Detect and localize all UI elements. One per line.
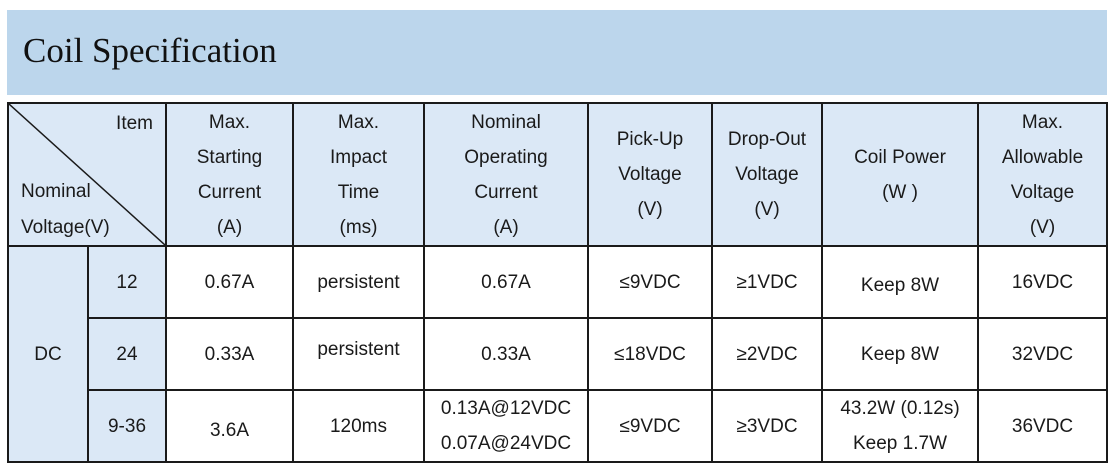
operating-current-line: 0.07A@24VDC — [440, 433, 572, 454]
row-pickup-voltage: ≤9VDC — [587, 389, 713, 463]
row-nominal-voltage: 9-36 — [87, 389, 167, 463]
table-row: 24 0.33A persistent 0.33A ≤18VDC ≥2VDC K… — [8, 317, 1108, 391]
row-starting-current: 3.6A — [165, 389, 294, 463]
coil-spec-table: Item Nominal Voltage(V) Max. Starting Cu… — [7, 102, 1108, 463]
header-nominal-operating-current: Nominal Operating Current (A) — [423, 102, 589, 247]
header-line: Current — [197, 181, 262, 203]
row-nominal-voltage: 12 — [87, 245, 167, 319]
header-line: Operating — [464, 146, 548, 168]
table-row: 9-36 3.6A 120ms 0.13A@12VDC 0.07A@24VDC … — [8, 389, 1108, 463]
header-line: Starting — [196, 146, 263, 168]
row-impact-time: 120ms — [292, 389, 425, 463]
header-line: Nominal — [471, 111, 541, 133]
row-pickup-voltage: ≤18VDC — [587, 317, 713, 391]
header-line: (ms) — [339, 216, 378, 238]
row-operating-current: 0.13A@12VDC 0.07A@24VDC — [423, 389, 589, 463]
page-title: Coil Specification — [23, 30, 277, 70]
header-line: Pick-Up — [616, 129, 684, 150]
coil-power-line: Keep 1.7W — [853, 433, 947, 454]
header-coil-power: Coil Power (W ) — [821, 102, 979, 247]
header-line: (V) — [637, 199, 663, 220]
row-operating-current: 0.33A — [423, 317, 589, 391]
row-impact-time: persistent — [292, 317, 425, 391]
header-corner: Item Nominal Voltage(V) — [7, 102, 167, 247]
corner-nominal-label: Nominal — [21, 181, 91, 202]
coil-power-line: 43.2W (0.12s) — [840, 398, 960, 419]
row-dropout-voltage: ≥2VDC — [711, 317, 823, 391]
table-row: DC 12 0.67A persistent 0.67A ≤9VDC ≥1VDC… — [7, 245, 1108, 463]
row-starting-current: 0.33A — [165, 317, 294, 391]
title-bar: Coil Specification — [7, 10, 1107, 95]
row-coil-power: Keep 8W — [821, 245, 979, 319]
corner-voltage-label: Voltage(V) — [21, 217, 110, 238]
header-line: (A) — [493, 216, 519, 238]
header-line: Coil Power — [854, 146, 946, 168]
row-starting-current: 0.67A — [165, 245, 294, 319]
row-dropout-voltage: ≥1VDC — [711, 245, 823, 319]
header-line: Current — [474, 181, 538, 203]
row-max-allowable: 16VDC — [977, 245, 1108, 319]
header-line: Max. — [337, 111, 380, 133]
header-line: Allowable — [1001, 146, 1084, 168]
row-nominal-voltage: 24 — [87, 317, 167, 391]
corner-item-label: Item — [116, 113, 153, 134]
header-line: Impact — [329, 146, 388, 168]
header-line: (A) — [216, 216, 243, 238]
diagonal-divider — [9, 104, 165, 245]
header-line: Time — [337, 181, 380, 203]
header-line: Voltage — [618, 164, 682, 185]
header-line: Drop-Out — [727, 129, 807, 150]
row-pickup-voltage: ≤9VDC — [587, 245, 713, 319]
group-label-dc: DC — [7, 245, 89, 463]
header-dropout-voltage: Drop-Out Voltage (V) — [711, 102, 823, 247]
operating-current-line: 0.13A@12VDC — [440, 398, 572, 419]
header-row: Item Nominal Voltage(V) Max. Starting Cu… — [7, 102, 1108, 247]
row-max-allowable: 32VDC — [977, 317, 1108, 391]
row-operating-current: 0.67A — [423, 245, 589, 319]
row-dropout-voltage: ≥3VDC — [711, 389, 823, 463]
header-max-allowable-voltage: Max. Allowable Voltage (V) — [977, 102, 1108, 247]
header-line: Voltage — [1010, 181, 1075, 203]
header-max-impact-time: Max. Impact Time (ms) — [292, 102, 425, 247]
header-line: Max. — [208, 111, 251, 133]
header-line: (V) — [754, 199, 780, 220]
header-line: (W ) — [882, 181, 918, 203]
row-coil-power: Keep 8W — [821, 317, 979, 391]
row-max-allowable: 36VDC — [977, 389, 1108, 463]
row-coil-power: 43.2W (0.12s) Keep 1.7W — [821, 389, 979, 463]
row-impact-time: persistent — [292, 245, 425, 319]
header-pickup-voltage: Pick-Up Voltage (V) — [587, 102, 713, 247]
header-line: (V) — [1029, 216, 1056, 238]
header-line: Max. — [1021, 111, 1064, 133]
header-line: Voltage — [735, 164, 799, 185]
header-max-starting-current: Max. Starting Current (A) — [165, 102, 294, 247]
